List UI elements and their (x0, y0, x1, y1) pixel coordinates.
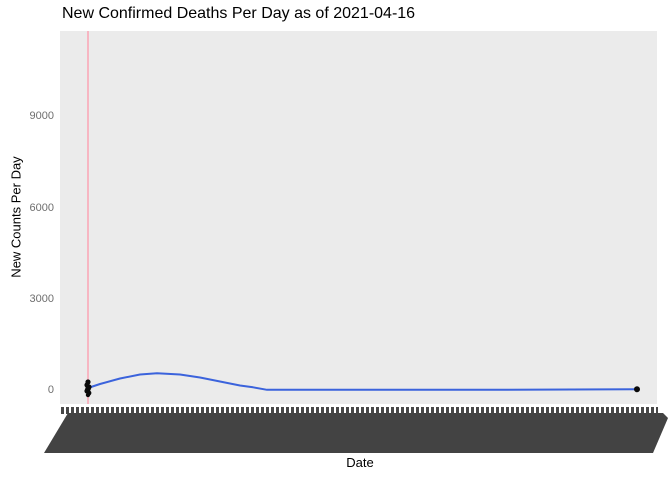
reference-vline (87, 31, 89, 404)
y-tick-label-3000: 3000 (29, 293, 54, 305)
plot-canvas (84, 372, 640, 398)
x-tick-labels-blob (44, 413, 668, 453)
x-axis-title: Date (346, 455, 374, 470)
y-axis-title: New Counts Per Day (8, 156, 24, 278)
data-points (84, 379, 640, 398)
deaths-line (87, 372, 638, 391)
x-axis-ticks (61, 407, 658, 414)
y-tick-label-6000: 6000 (29, 202, 54, 214)
y-tick-label-9000: 9000 (29, 110, 54, 122)
plot-title: New Confirmed Deaths Per Day as of 2021-… (62, 5, 416, 22)
data-point (634, 386, 640, 393)
data-point (85, 392, 91, 398)
plot-panel (60, 31, 657, 404)
y-tick-label-0: 0 (47, 384, 54, 396)
